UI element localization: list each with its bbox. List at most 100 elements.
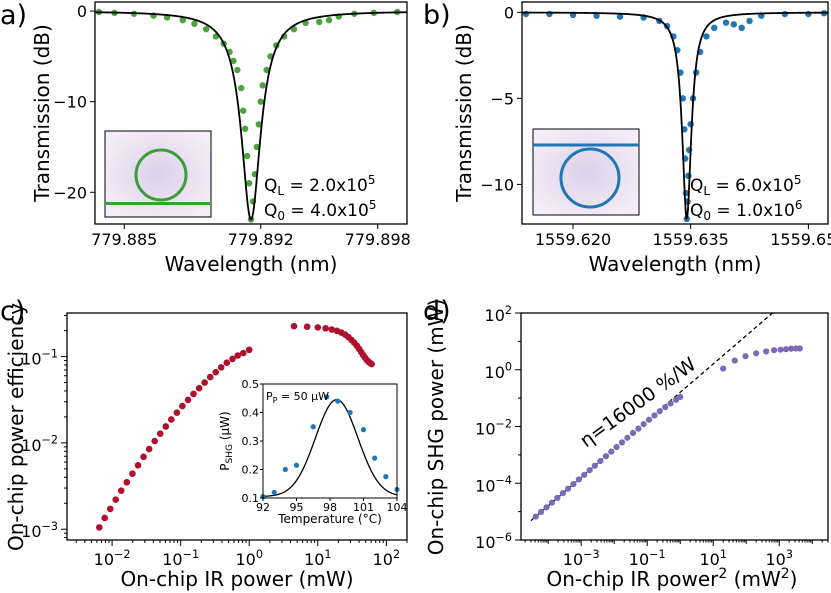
series-d bbox=[530, 313, 803, 522]
data-point-d bbox=[586, 467, 593, 474]
data-point-a bbox=[316, 18, 323, 26]
data-point-d bbox=[554, 494, 561, 502]
axes-frame-a bbox=[94, 1, 408, 225]
efficiency-annotation: η=16000 %/W bbox=[576, 353, 700, 452]
y-tick-label-a: −10 bbox=[53, 93, 87, 112]
inset-y-label: PSHG (µW) bbox=[218, 411, 235, 470]
temperature-inset: 92 95 98 101 104 0.1 0.2 0.3 0.4 0.5 PP = 50 µW T… bbox=[218, 378, 408, 526]
y-axis-label-a: Transmission (dB) bbox=[30, 24, 54, 203]
data-point-b bbox=[738, 24, 745, 32]
y-tick-label-d: 10−6 bbox=[475, 531, 512, 552]
fit-curve-a bbox=[95, 11, 407, 221]
data-point-b bbox=[746, 17, 753, 25]
data-point-d bbox=[662, 404, 669, 411]
data-point-b bbox=[730, 21, 738, 28]
inset-background bbox=[263, 384, 397, 498]
x-tick-label-c: 101 bbox=[304, 548, 331, 569]
inset-x-label: Temperature (°C) bbox=[277, 512, 382, 526]
data-point-c bbox=[184, 396, 192, 404]
data-point-a bbox=[238, 84, 245, 92]
y-tick-label-c: 10−1 bbox=[21, 347, 58, 368]
inset-fit-curve bbox=[262, 399, 398, 497]
data-point-d bbox=[640, 421, 647, 428]
x-tick-label-b: 1559.635 bbox=[653, 230, 729, 249]
fit-curve-b bbox=[522, 11, 828, 221]
y-tick-label-c: 10−3 bbox=[21, 520, 58, 541]
data-point-b bbox=[616, 13, 624, 20]
x-tick-label-d: 10−1 bbox=[629, 548, 666, 569]
y-tick-label-b: −5 bbox=[490, 89, 514, 108]
data-point-c bbox=[229, 355, 236, 363]
data-point-c bbox=[240, 349, 247, 357]
panel-label-b: b) bbox=[423, 0, 451, 31]
ring-icon-a bbox=[134, 148, 188, 202]
data-point-c bbox=[245, 346, 253, 354]
data-point-b bbox=[711, 24, 718, 32]
y-tick-label-b: 0 bbox=[504, 3, 514, 22]
x-tick-label-d: 103 bbox=[766, 548, 793, 569]
data-point-c bbox=[95, 524, 103, 531]
data-point-d bbox=[591, 462, 598, 469]
y-axis-label-c: On-chip power efficiency bbox=[4, 303, 28, 551]
data-point-c bbox=[190, 390, 197, 398]
data-point-c bbox=[179, 402, 186, 410]
data-point-c bbox=[162, 423, 170, 430]
inset-data-point bbox=[271, 489, 277, 495]
data-point-c bbox=[201, 379, 208, 386]
data-point-d bbox=[777, 346, 784, 353]
data-point-c bbox=[206, 373, 214, 381]
data-point-a bbox=[243, 152, 251, 160]
x-tick-label-c: 10−1 bbox=[162, 548, 199, 569]
data-point-c bbox=[314, 324, 322, 331]
x-axis-label-b: Wavelength (nm) bbox=[589, 252, 762, 276]
data-point-a bbox=[325, 16, 333, 24]
inset-x-tick-label: 98 bbox=[323, 501, 337, 514]
data-point-d bbox=[602, 453, 609, 460]
data-point-d bbox=[613, 443, 620, 451]
data-point-c bbox=[129, 470, 136, 477]
data-point-d bbox=[618, 439, 626, 446]
data-point-c bbox=[112, 496, 120, 503]
data-point-d bbox=[796, 345, 803, 352]
panel-label-c: c) bbox=[0, 296, 25, 327]
data-point-c bbox=[173, 409, 181, 416]
data-point-d bbox=[538, 508, 545, 515]
data-point-c bbox=[322, 324, 329, 332]
data-point-b bbox=[805, 10, 812, 18]
inset-data-point bbox=[282, 466, 288, 473]
inset-y-tick-label: 0.4 bbox=[242, 407, 260, 420]
q-loaded-a: QL = 2.0x105 bbox=[264, 173, 376, 198]
inset-data-point bbox=[372, 455, 378, 461]
data-point-d bbox=[624, 434, 631, 441]
inset-data-point bbox=[310, 424, 316, 430]
inset-x-tick-label: 104 bbox=[387, 501, 408, 514]
data-point-d bbox=[763, 348, 770, 355]
inset-pump-annotation: PP = 50 µW bbox=[266, 390, 329, 405]
data-point-a bbox=[241, 125, 249, 133]
data-point-d bbox=[720, 365, 727, 372]
panel-d: d) 10−3 10−1 101 103 10−6 10−4 10−2 100 102 η=16… bbox=[423, 296, 829, 591]
inset-data-point bbox=[360, 427, 367, 433]
data-point-c bbox=[303, 323, 311, 331]
data-point-c bbox=[101, 514, 108, 522]
data-point-d bbox=[575, 476, 582, 483]
x-tick-label-c: 102 bbox=[373, 548, 400, 569]
plot-area-a bbox=[95, 8, 407, 223]
data-point-d bbox=[677, 393, 684, 401]
data-point-a bbox=[191, 20, 198, 27]
ticks-d: 10−3 10−1 101 103 10−6 10−4 10−2 100 102 bbox=[475, 304, 829, 569]
data-point-a bbox=[257, 98, 264, 105]
x-tick-label-d: 101 bbox=[699, 548, 726, 569]
panel-c: c) 10−2 10−1 100 101 102 10−3 10−2 10−1 On-chip… bbox=[0, 296, 408, 591]
ticks-b: 1559.620 1559.635 1559.650 0 −5 −10 bbox=[480, 3, 831, 249]
inset-y-tick-label: 0.5 bbox=[242, 378, 260, 391]
panel-b: b) 1559.620 1559.635 1559.650 0 −5 −10 Wavele… bbox=[423, 0, 831, 276]
data-point-c bbox=[151, 437, 158, 445]
data-point-c bbox=[145, 445, 153, 453]
data-point-a bbox=[230, 57, 237, 65]
data-point-d bbox=[532, 513, 539, 520]
y-tick-label-a: −20 bbox=[53, 183, 87, 202]
ring-icon-b bbox=[559, 147, 621, 209]
data-point-a bbox=[240, 107, 247, 114]
